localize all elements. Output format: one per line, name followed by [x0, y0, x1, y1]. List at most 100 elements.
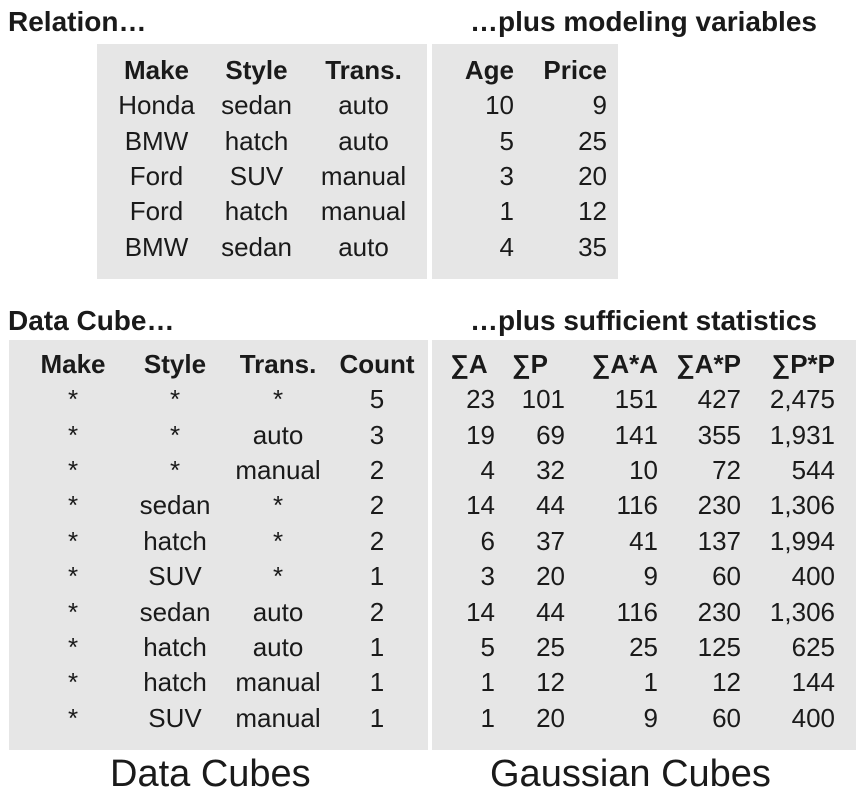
table-cell: 1	[369, 561, 385, 592]
table-cell: SUV	[229, 160, 284, 191]
table-cell: 35	[578, 231, 607, 262]
data-cubes-caption: Data Cubes	[110, 753, 311, 795]
table-cell: auto	[252, 596, 304, 627]
table-cell: 72	[712, 454, 741, 485]
relation-heading: Relation…	[8, 6, 147, 37]
table-cell: 25	[536, 631, 565, 662]
table-cell: 60	[712, 702, 741, 733]
table-cell: 41	[629, 525, 658, 556]
table-cell: 355	[697, 419, 741, 450]
table-row: * sedan auto 2	[20, 594, 422, 629]
statistics-table: ∑A ∑P ∑A*A ∑A*P ∑P*P 23 101 151 427 2,475 19 69 141…	[443, 346, 835, 736]
table-row: Honda sedan auto	[110, 88, 417, 123]
table-cell: 20	[536, 561, 565, 592]
column-header: Style	[143, 348, 207, 379]
table-cell: 69	[536, 419, 565, 450]
table-cell: 32	[536, 454, 565, 485]
table-cell: 37	[536, 525, 565, 556]
table-row: Ford SUV manual	[110, 159, 417, 194]
table-cell: 2	[369, 490, 385, 521]
table-row: BMW hatch auto	[110, 123, 417, 158]
table-cell: 20	[578, 160, 607, 191]
table-cell: *	[272, 490, 284, 521]
table-cell: 20	[536, 702, 565, 733]
table-row: * sedan * 2	[20, 488, 422, 523]
table-cell: 3	[480, 561, 495, 592]
table-cell: 25	[629, 631, 658, 662]
table-cell: 116	[616, 490, 658, 521]
table-row: 23 101 151 427 2,475	[443, 382, 835, 417]
table-cell: 3	[499, 160, 514, 191]
table-row: 6 37 41 137 1,994	[443, 524, 835, 559]
table-cell: auto	[252, 419, 304, 450]
table-cell: hatch	[143, 631, 207, 662]
table-row: Ford hatch manual	[110, 194, 417, 229]
table-row: * * manual 2	[20, 453, 422, 488]
table-cell: 400	[791, 561, 835, 592]
table-cell: *	[67, 702, 79, 733]
relation-table: Make Style Trans. Honda sedan auto BMW hatch au…	[110, 52, 417, 265]
table-row: * hatch manual 1	[20, 665, 422, 700]
table-cell: *	[67, 525, 79, 556]
table-cell: 3	[369, 419, 385, 450]
table-cell: 1	[480, 702, 495, 733]
table-cell: 9	[643, 702, 658, 733]
table-cell: 141	[614, 419, 658, 450]
table-cell: *	[169, 419, 181, 450]
table-row: 1 12	[445, 194, 607, 229]
table-cell: hatch	[143, 667, 207, 698]
table-row: 10 9	[445, 88, 607, 123]
table-cell: 12	[712, 667, 741, 698]
table-cell: 1	[369, 631, 385, 662]
table-cell: *	[272, 525, 284, 556]
table-cell: 19	[466, 419, 495, 450]
table-row: 1 20 9 60 400	[443, 701, 835, 736]
table-cell: auto	[338, 90, 389, 121]
table-cell: 12	[536, 667, 565, 698]
table-cell: 14	[466, 490, 495, 521]
table-row: * hatch * 2	[20, 524, 422, 559]
gaussian-cubes-caption: Gaussian Cubes	[490, 753, 771, 795]
table-cell: *	[67, 384, 79, 415]
table-cell: 116	[616, 596, 658, 627]
table-row: 3 20	[445, 159, 607, 194]
table-cell: hatch	[224, 125, 289, 156]
table-cell: *	[67, 490, 79, 521]
table-cell: *	[272, 561, 284, 592]
column-header: Make	[123, 54, 190, 85]
column-header: ∑P*P	[771, 348, 835, 379]
table-cell: 427	[697, 384, 741, 415]
table-cell: Honda	[118, 90, 195, 121]
column-header: Price	[543, 54, 607, 85]
data-cube-panel	[9, 340, 428, 750]
modeling-panel	[432, 44, 618, 279]
table-cell: 4	[499, 231, 514, 262]
table-cell: 137	[697, 525, 741, 556]
table-cell: manual	[235, 667, 321, 698]
column-header: ∑A	[450, 348, 488, 379]
table-cell: manual	[320, 196, 407, 227]
table-cell: 400	[791, 702, 835, 733]
table-cell: 6	[480, 525, 495, 556]
table-cell: 44	[536, 490, 565, 521]
table-cell: *	[67, 631, 79, 662]
table-cell: 10	[629, 454, 658, 485]
table-row: 4 35	[445, 230, 607, 265]
table-cell: 12	[578, 196, 607, 227]
table-cell: 1	[369, 702, 385, 733]
column-header: Count	[339, 348, 415, 379]
table-cell: 9	[592, 90, 607, 121]
table-row: 14 44 116 230 1,306	[443, 488, 835, 523]
table-cell: 101	[521, 384, 565, 415]
table-cell: 144	[791, 667, 835, 698]
table-cell: *	[67, 454, 79, 485]
table-cell: *	[272, 384, 284, 415]
table-row: BMW sedan auto	[110, 230, 417, 265]
table-cell: hatch	[143, 525, 207, 556]
table-cell: 1	[643, 667, 658, 698]
table-cell: BMW	[124, 125, 189, 156]
data-cube-table: Make Style Trans. Count * * * 5 * * auto 3 * * manual…	[20, 346, 422, 736]
table-cell: SUV	[148, 702, 202, 733]
modeling-table: Age Price 10 9 5 25 3 20 1 12 4 35	[445, 52, 607, 265]
table-cell: sedan	[139, 596, 211, 627]
